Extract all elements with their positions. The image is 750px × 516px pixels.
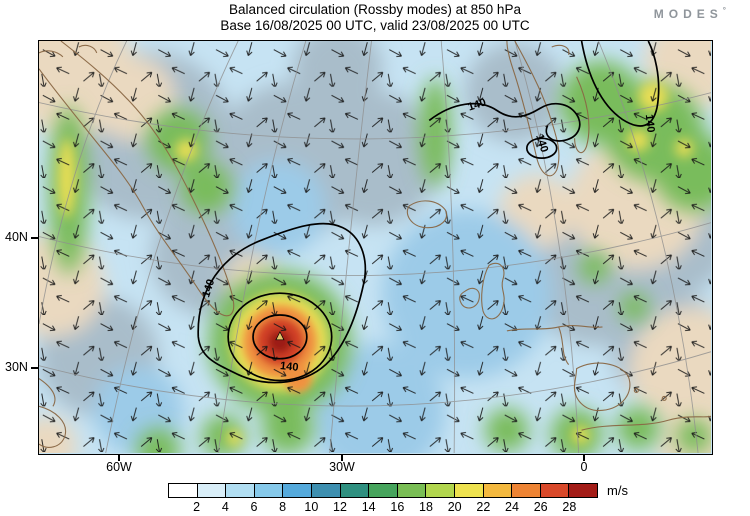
lon-tick bbox=[118, 455, 120, 461]
lat-tick bbox=[31, 367, 38, 369]
colorbar-tick-label: 16 bbox=[390, 500, 405, 514]
contour-value-label: 140 bbox=[642, 113, 657, 134]
lon-tick bbox=[341, 455, 343, 461]
contour-value-label: 140 bbox=[279, 360, 299, 374]
colorbar-unit: m/s bbox=[607, 483, 628, 498]
cyclone-center-marker bbox=[275, 331, 285, 341]
colorbar-ticks: 2 4 6 8 10 12 14 16 18 20 22 24 26 28 bbox=[168, 500, 598, 515]
colorbar-tick-label: 24 bbox=[505, 500, 519, 514]
lon-tick bbox=[583, 455, 585, 461]
colorbar-tick-label: 4 bbox=[221, 500, 229, 514]
colorbar-tick-label: 22 bbox=[476, 500, 491, 514]
colorbar-tick-label: 12 bbox=[333, 500, 347, 514]
colorbar-tick-label: 2 bbox=[193, 500, 201, 514]
colorbar-tick-label: 20 bbox=[447, 500, 462, 514]
colorbar-cell bbox=[283, 484, 312, 497]
colorbar-tick-label: 26 bbox=[533, 500, 548, 514]
lat-tick bbox=[31, 237, 38, 239]
chart-title: Balanced circulation (Rossby modes) at 8… bbox=[229, 2, 521, 17]
modes-logo-text: MODES bbox=[653, 7, 723, 21]
lon-label-0: 0 bbox=[580, 460, 588, 474]
colorbar-cell bbox=[226, 484, 255, 497]
colorbar-cells bbox=[169, 484, 597, 497]
modes-logo: MODES° bbox=[654, 6, 726, 21]
chart-subtitle: Base 16/08/2025 00 UTC, valid 23/08/2025… bbox=[220, 18, 530, 33]
lon-label-30w: 30W bbox=[329, 460, 355, 474]
colorbar-cell bbox=[426, 484, 455, 497]
colorbar-tick-label: 18 bbox=[419, 500, 433, 514]
contour-lines bbox=[197, 41, 660, 384]
colorbar-cell bbox=[340, 484, 370, 497]
colorbar-cell bbox=[311, 484, 341, 497]
colorbar-cell bbox=[569, 484, 597, 497]
wind-vector-field bbox=[39, 41, 711, 453]
colorbar-tick-label: 10 bbox=[304, 500, 319, 514]
colorbar-cell bbox=[397, 484, 427, 497]
colorbar-tick-label: 28 bbox=[562, 500, 577, 514]
colorbar-cell bbox=[454, 484, 484, 497]
coastlines bbox=[39, 41, 711, 448]
colorbar-cell bbox=[369, 484, 398, 497]
map-frame bbox=[38, 40, 713, 455]
colorbar-cell bbox=[169, 484, 198, 497]
colorbar-tick-label: 14 bbox=[361, 500, 376, 514]
colorbar-cell bbox=[197, 484, 227, 497]
lat-label-40n: 40N bbox=[5, 230, 28, 244]
colorbar-cell bbox=[483, 484, 513, 497]
lat-label-30n: 30N bbox=[5, 360, 28, 374]
colorbar-tick-label: 8 bbox=[279, 500, 287, 514]
map-canvas bbox=[39, 41, 711, 453]
colorbar bbox=[168, 483, 598, 498]
lon-label-60w: 60W bbox=[106, 460, 132, 474]
colorbar-tick-label: 6 bbox=[250, 500, 258, 514]
colorbar-cell bbox=[254, 484, 284, 497]
colorbar-cell bbox=[540, 484, 570, 497]
colorbar-cell bbox=[512, 484, 541, 497]
modes-logo-mark: ° bbox=[722, 6, 726, 15]
